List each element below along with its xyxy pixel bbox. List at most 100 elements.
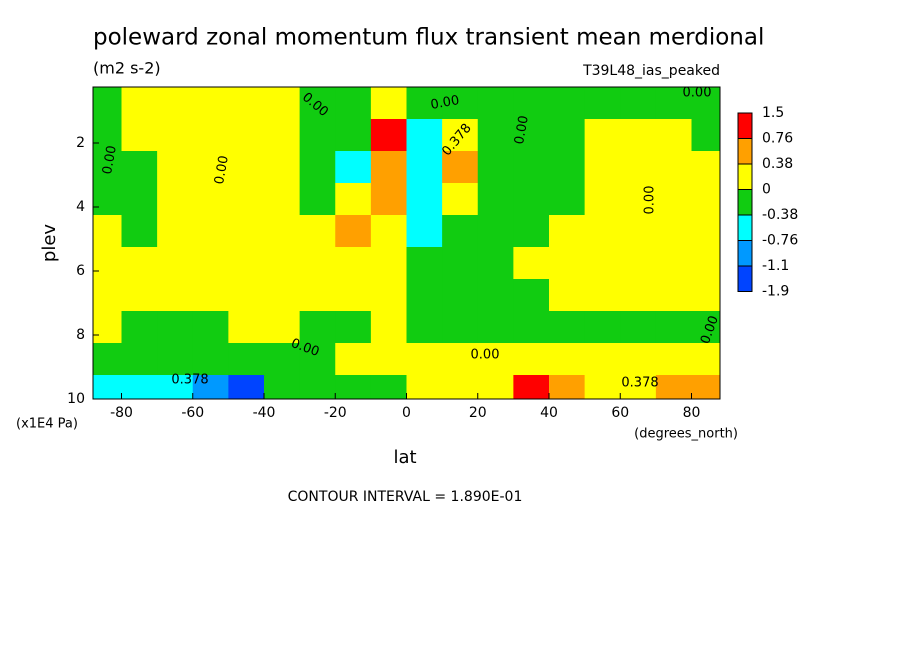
contour-cell xyxy=(335,151,372,184)
colorbar-label: 0.76 xyxy=(762,131,793,147)
contour-cell xyxy=(584,151,621,184)
contour-cell xyxy=(549,311,586,344)
contour-cell xyxy=(513,343,550,376)
contour-cell xyxy=(93,279,122,312)
contour-label: 0.00 xyxy=(643,186,658,215)
contour-cell xyxy=(228,311,265,344)
contour-cell xyxy=(477,375,514,399)
colorbar-label: -1.1 xyxy=(762,258,789,274)
contour-cell xyxy=(93,119,122,152)
contour-cell xyxy=(620,119,657,152)
contour-cell xyxy=(655,87,692,120)
contour-cell xyxy=(93,151,122,184)
contour-cell xyxy=(406,311,443,344)
contour-cell xyxy=(121,151,158,184)
contour-cell xyxy=(157,343,194,376)
y-tick-label: 2 xyxy=(76,135,85,151)
contour-cell xyxy=(655,215,692,248)
contour-cell xyxy=(691,343,720,376)
contour-cell xyxy=(477,151,514,184)
contour-cell xyxy=(584,279,621,312)
contour-cell xyxy=(228,215,265,248)
colorbar-label: 0 xyxy=(762,182,771,198)
contour-cell xyxy=(584,215,621,248)
contour-label: 0.00 xyxy=(512,114,532,145)
contour-cell xyxy=(406,279,443,312)
contour-cell xyxy=(264,151,301,184)
contour-cell xyxy=(620,215,657,248)
contour-cell xyxy=(442,119,479,152)
contour-cell xyxy=(299,215,336,248)
contour-cell xyxy=(406,119,443,152)
colorbar-swatch xyxy=(737,163,753,190)
contour-cell xyxy=(121,375,158,399)
contour-cell xyxy=(370,375,407,399)
x-tick-label: -40 xyxy=(253,405,276,421)
contour-cell xyxy=(157,247,194,280)
contour-cell xyxy=(370,151,407,184)
colorbar-label: -0.38 xyxy=(762,207,798,223)
contour-cell xyxy=(157,119,194,152)
contour-cell xyxy=(549,247,586,280)
y-tick-label: 8 xyxy=(76,327,85,343)
contour-cell xyxy=(264,311,301,344)
contour-label: 0.00 xyxy=(683,86,712,101)
colorbar-label: -1.9 xyxy=(762,284,789,300)
footer-note: CONTOUR INTERVAL = 1.890E-01 xyxy=(288,489,523,505)
contour-label: 0.00 xyxy=(429,93,460,113)
contour-cell xyxy=(477,247,514,280)
contour-cell xyxy=(93,87,122,120)
contour-cell xyxy=(299,183,336,216)
contour-cell xyxy=(584,343,621,376)
contour-cell xyxy=(513,279,550,312)
contour-cell xyxy=(93,375,122,399)
contour-cell xyxy=(299,87,336,120)
contour-cell xyxy=(335,247,372,280)
contour-cell xyxy=(192,311,229,344)
contour-cell xyxy=(370,119,407,152)
contour-cell xyxy=(442,343,479,376)
contour-cell xyxy=(121,215,158,248)
x-tick-label: 0 xyxy=(402,405,411,421)
contour-cell xyxy=(655,247,692,280)
colorbar-swatch xyxy=(737,214,753,241)
contour-cell xyxy=(299,151,336,184)
x-tick-label: -80 xyxy=(110,405,133,421)
contour-cell xyxy=(584,311,621,344)
contour-cell xyxy=(655,343,692,376)
y-unit-label: (x1E4 Pa) xyxy=(16,417,78,432)
contour-cell xyxy=(335,279,372,312)
x-axis-label: lat xyxy=(393,447,416,468)
contour-cell xyxy=(691,87,720,120)
contour-cell xyxy=(513,215,550,248)
contour-cell xyxy=(513,247,550,280)
contour-cell xyxy=(442,247,479,280)
colorbar-swatch xyxy=(737,240,753,267)
x-tick-label: -60 xyxy=(181,405,204,421)
contour-cell xyxy=(370,311,407,344)
contour-cell xyxy=(192,87,229,120)
contour-cell xyxy=(655,119,692,152)
contour-cell xyxy=(691,279,720,312)
contour-cell xyxy=(228,151,265,184)
colorbar-swatch xyxy=(737,138,753,165)
contour-cell xyxy=(584,119,621,152)
contour-cell xyxy=(299,311,336,344)
contour-cell xyxy=(477,183,514,216)
contour-cell xyxy=(335,343,372,376)
contour-cell xyxy=(620,343,657,376)
contour-cell xyxy=(264,375,301,399)
y-axis-label: plev xyxy=(39,224,60,263)
contour-cell xyxy=(192,279,229,312)
contour-cell xyxy=(442,151,479,184)
contour-cell xyxy=(93,183,122,216)
contour-cell xyxy=(549,183,586,216)
contour-cell xyxy=(513,151,550,184)
contour-cell xyxy=(121,183,158,216)
contour-cell xyxy=(228,375,265,399)
contour-cell xyxy=(549,151,586,184)
x-tick-label: 40 xyxy=(540,405,558,421)
contour-cell xyxy=(620,151,657,184)
contour-cell xyxy=(620,87,657,120)
